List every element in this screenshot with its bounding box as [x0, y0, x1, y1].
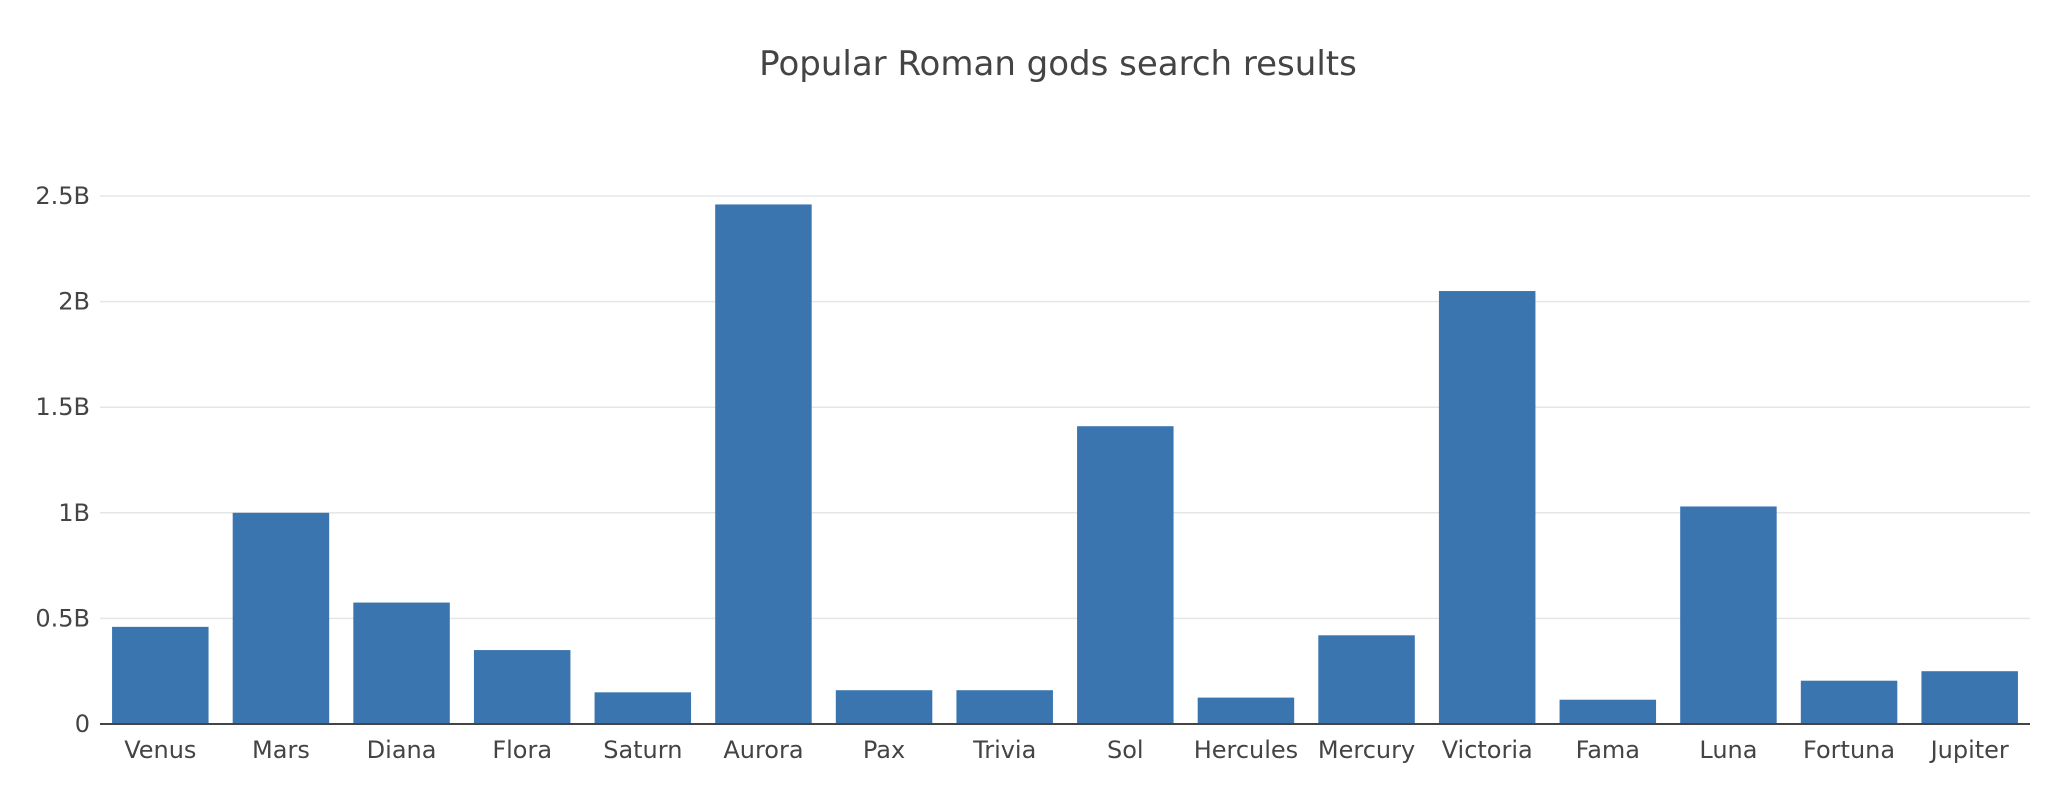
bar-jupiter[interactable]	[1921, 671, 2018, 724]
bar-fama[interactable]	[1559, 699, 1657, 724]
x-tick-label-diana: Diana	[367, 736, 437, 764]
bar-trivia[interactable]	[956, 690, 1053, 724]
bar-hercules[interactable]	[1197, 697, 1295, 724]
x-tick-label-jupiter: Jupiter	[1929, 736, 2009, 764]
x-tick-label-pax: Pax	[863, 736, 905, 764]
y-tick-label: 0	[75, 710, 90, 738]
x-axis-ticks: Venus Mars Diana Flora Saturn Aurora Pax Trivia…	[124, 736, 2009, 764]
x-tick-label-saturn: Saturn	[603, 736, 682, 764]
y-tick-label: 2.5B	[35, 182, 90, 210]
bar-venus[interactable]	[112, 626, 209, 724]
x-tick-label-hercules: Hercules	[1194, 736, 1299, 764]
bar-pax[interactable]	[835, 690, 933, 724]
x-tick-label-trivia: Trivia	[972, 736, 1036, 764]
x-tick-label-mercury: Mercury	[1318, 736, 1415, 764]
y-tick-label: 0.5B	[35, 604, 90, 632]
bar-luna[interactable]	[1680, 506, 1777, 724]
y-tick-label: 1.5B	[35, 393, 90, 421]
x-tick-label-fama: Fama	[1576, 736, 1640, 764]
bar-victoria[interactable]	[1438, 291, 1536, 724]
x-tick-label-venus: Venus	[124, 736, 196, 764]
y-tick-label: 1B	[58, 499, 90, 527]
bar-mercury[interactable]	[1318, 635, 1415, 724]
bars	[112, 204, 2018, 724]
y-axis-ticks: 0 0.5B 1B 1.5B 2B 2.5B	[35, 182, 90, 738]
x-tick-label-fortuna: Fortuna	[1803, 736, 1895, 764]
bar-flora[interactable]	[473, 650, 571, 724]
x-tick-label-victoria: Victoria	[1442, 736, 1533, 764]
x-tick-label-flora: Flora	[492, 736, 552, 764]
bar-saturn[interactable]	[594, 692, 692, 724]
x-tick-label-mars: Mars	[252, 736, 310, 764]
bar-fortuna[interactable]	[1800, 680, 1898, 724]
chart-title: Popular Roman gods search results	[759, 44, 1357, 84]
bar-sol[interactable]	[1077, 426, 1174, 724]
bar-mars[interactable]	[232, 512, 330, 724]
bar-diana[interactable]	[353, 602, 450, 724]
y-tick-label: 2B	[58, 288, 90, 316]
bar-aurora[interactable]	[715, 204, 812, 724]
x-tick-label-sol: Sol	[1107, 736, 1144, 764]
x-tick-label-aurora: Aurora	[723, 736, 803, 764]
x-tick-label-luna: Luna	[1699, 736, 1757, 764]
